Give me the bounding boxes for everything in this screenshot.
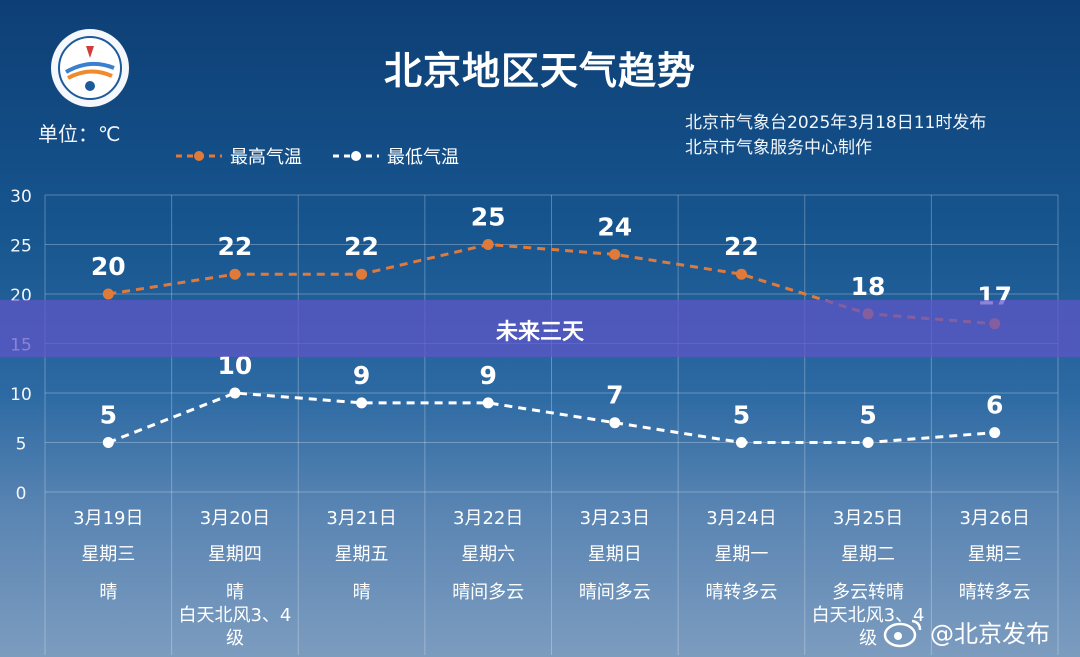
watermark-text: @北京发布 bbox=[930, 620, 1050, 648]
data-point-high bbox=[735, 268, 747, 280]
issuer-line-1: 北京市气象台2025年3月18日11时发布 bbox=[685, 113, 987, 133]
date-label: 3月25日 bbox=[833, 508, 903, 529]
weekday-label: 星期三 bbox=[81, 544, 135, 565]
y-tick-label: 30 bbox=[10, 187, 32, 207]
weather-label: 晴转多云 bbox=[705, 582, 777, 603]
y-tick-label: 0 bbox=[16, 484, 27, 504]
legend-low: 最低气温 bbox=[333, 143, 459, 169]
data-point-low bbox=[989, 427, 1001, 439]
weekday-label: 星期三 bbox=[968, 544, 1022, 565]
data-point-high bbox=[482, 239, 494, 250]
weekday-label: 星期日 bbox=[588, 544, 642, 565]
weekday-label: 星期四 bbox=[208, 544, 262, 565]
weather-label: 级 bbox=[226, 628, 244, 649]
weather-label: 多云转晴 bbox=[832, 582, 904, 603]
y-tick-label: 10 bbox=[10, 385, 32, 405]
data-label-high: 22 bbox=[724, 232, 759, 261]
weather-label: 晴 bbox=[353, 582, 371, 603]
data-point-low bbox=[229, 387, 241, 399]
data-point-low bbox=[735, 437, 747, 448]
weekday-label: 星期一 bbox=[714, 544, 768, 565]
date-label: 3月21日 bbox=[326, 508, 396, 529]
data-point-high bbox=[356, 268, 368, 280]
data-point-low bbox=[862, 437, 874, 448]
data-label-low: 9 bbox=[479, 361, 496, 390]
y-tick-label: 25 bbox=[10, 237, 32, 257]
data-label-high: 22 bbox=[218, 232, 253, 261]
data-point-low bbox=[102, 437, 114, 448]
date-label: 3月26日 bbox=[960, 508, 1030, 529]
data-label-high: 20 bbox=[91, 252, 126, 281]
series-line-low bbox=[107, 391, 995, 444]
data-point-low bbox=[482, 397, 494, 409]
legend-high: 最高气温 bbox=[176, 143, 302, 169]
data-label-low: 6 bbox=[986, 391, 1003, 420]
date-label: 3月22日 bbox=[453, 508, 523, 529]
banner-text: 未来三天 bbox=[495, 320, 584, 345]
unit-label: 单位：℃ bbox=[38, 122, 121, 146]
data-label-high: 24 bbox=[597, 212, 632, 241]
data-point-high bbox=[609, 248, 621, 260]
legend-low-label: 最低气温 bbox=[387, 147, 459, 168]
data-label-low: 9 bbox=[353, 361, 370, 390]
data-label-high: 22 bbox=[344, 232, 379, 261]
series-line-high bbox=[108, 242, 995, 326]
data-point-high bbox=[102, 288, 114, 300]
weather-label: 晴 bbox=[226, 582, 244, 603]
weibo-icon bbox=[883, 619, 922, 647]
issuer-line-2: 北京市气象服务中心制作 bbox=[685, 138, 872, 158]
meteorological-service-logo-icon bbox=[51, 29, 129, 107]
weather-label: 级 bbox=[859, 628, 877, 649]
data-point-low bbox=[609, 417, 621, 429]
weather-label: 晴转多云 bbox=[959, 582, 1031, 603]
weather-label: 晴间多云 bbox=[579, 582, 651, 603]
page-title: 北京地区天气趋势 bbox=[383, 49, 696, 93]
data-label-low: 5 bbox=[100, 401, 117, 430]
legend-low-swatch-icon bbox=[333, 151, 379, 161]
date-label: 3月19日 bbox=[73, 508, 143, 529]
weather-label: 白天北风3、4 bbox=[812, 605, 925, 626]
y-tick-label: 5 bbox=[16, 435, 27, 455]
data-point-low bbox=[356, 397, 368, 409]
data-label-low: 5 bbox=[859, 401, 876, 430]
weekday-label: 星期二 bbox=[841, 544, 895, 565]
weekday-label: 星期五 bbox=[335, 544, 389, 565]
watermark: @北京发布 bbox=[882, 614, 1050, 649]
weather-label: 白天北风3、4 bbox=[178, 605, 291, 626]
data-label-high: 25 bbox=[471, 203, 506, 232]
data-label-high: 18 bbox=[851, 272, 886, 301]
weekday-label: 星期六 bbox=[461, 544, 515, 565]
legend-high-swatch-icon bbox=[176, 151, 222, 161]
data-point-high bbox=[229, 268, 241, 280]
weather-label: 晴 bbox=[99, 582, 117, 603]
date-label: 3月20日 bbox=[200, 508, 270, 529]
date-label: 3月23日 bbox=[580, 508, 650, 529]
legend-high-label: 最高气温 bbox=[230, 147, 302, 168]
data-label-low: 7 bbox=[606, 381, 623, 410]
data-label-low: 5 bbox=[733, 401, 750, 430]
date-label: 3月24日 bbox=[706, 508, 776, 529]
weather-label: 晴间多云 bbox=[452, 582, 524, 603]
future-three-days-banner[interactable]: 未来三天 bbox=[0, 300, 1080, 357]
